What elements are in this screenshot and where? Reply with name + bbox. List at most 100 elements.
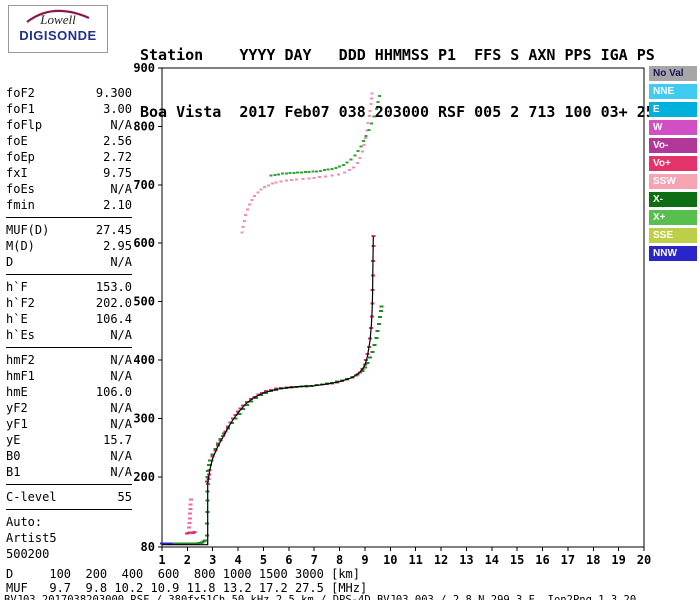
param-label: hmF2 — [6, 353, 35, 367]
logo-digisonde-text: DIGISONDE — [19, 28, 97, 43]
param-row-foep: foEp 2.72 — [6, 149, 132, 165]
ionogram-plot: 1 2 3 4 5 6 7 8 9 10 11 12 13 14 15 16 17 18 19 20900800700… — [133, 61, 651, 567]
x-tick-label: 7 — [311, 553, 318, 567]
x-tick-label: 19 — [611, 553, 625, 567]
param-label: h`Es — [6, 328, 35, 342]
param-row-500200: 500200 — [6, 546, 132, 562]
echo-legend: No Val NNE E W Vo- Vo+ SSW X- X+ SSE NNW — [649, 66, 697, 264]
series-artist-autoscaled-trace — [162, 236, 374, 546]
param-row-b0: B0 N/A — [6, 448, 132, 464]
param-value: 106.0 — [95, 385, 132, 399]
x-tick-label: 5 — [260, 553, 267, 567]
param-value: N/A — [110, 328, 132, 342]
x-tick-label: 6 — [285, 553, 292, 567]
legend-item-sse: SSE — [649, 228, 697, 243]
param-value: N/A — [110, 401, 132, 415]
param-label: 500200 — [6, 547, 50, 561]
lowell-digisonde-logo: Lowell DIGISONDE — [8, 5, 108, 53]
legend-item-ssw: SSW — [649, 174, 697, 189]
series-ssw-retardation-spread — [186, 498, 193, 529]
param-label: foEp — [6, 150, 35, 164]
param-row-d: D N/A — [6, 254, 132, 270]
x-tick-label: 17 — [561, 553, 575, 567]
param-group: C-level 55 — [6, 488, 132, 510]
param-value: N/A — [110, 369, 132, 383]
y-tick-label: 500 — [133, 295, 155, 309]
legend-item-x+: X+ — [649, 210, 697, 225]
param-label: h`F — [6, 280, 28, 294]
x-tick-label: 14 — [485, 553, 499, 567]
param-row-yf1: yF1 N/A — [6, 416, 132, 432]
muf-values-row: MUF 9.7 9.8 10.2 10.9 11.8 13.2 17.2 27.… — [6, 581, 368, 595]
muf-distance-row: D 100 200 400 600 800 1000 1500 3000 [km… — [6, 567, 361, 581]
param-label: Auto: — [6, 515, 43, 529]
param-label: h`F2 — [6, 296, 35, 310]
param-row-hf2: h`F2 202.0 — [6, 295, 132, 311]
y-tick-label: 800 — [133, 119, 155, 133]
series-x-es-echoes — [172, 539, 208, 546]
x-axis: 1 2 3 4 5 6 7 8 9 10 11 12 13 14 15 16 17 18 19 20 — [158, 547, 651, 567]
param-label: foEs — [6, 182, 35, 196]
param-label: hmE — [6, 385, 28, 399]
param-label: yF1 — [6, 417, 28, 431]
x-tick-label: 15 — [510, 553, 524, 567]
x-tick-label: 1 — [158, 553, 165, 567]
status-line: BVJ03_2017038203000.RSF / 380fx51Ch 50 k… — [4, 594, 637, 600]
param-value: N/A — [110, 118, 132, 132]
param-value: 2.72 — [103, 150, 132, 164]
param-row-fxi: fxI 9.75 — [6, 165, 132, 181]
param-label: D — [6, 255, 14, 269]
param-row-he: h`E 106.4 — [6, 311, 132, 327]
param-row-b1: B1 N/A — [6, 464, 132, 480]
param-value: 2.10 — [103, 198, 132, 212]
y-tick-label: 200 — [133, 470, 155, 484]
legend-item-e: E — [649, 102, 697, 117]
param-row-hes: h`Es N/A — [6, 327, 132, 343]
legend-item-nnw: NNW — [649, 246, 697, 261]
legend-item-x-: X- — [649, 192, 697, 207]
param-label: h`E — [6, 312, 28, 326]
x-tick-label: 11 — [408, 553, 422, 567]
x-tick-label: 3 — [209, 553, 216, 567]
param-row-auto: Auto: — [6, 514, 132, 530]
param-group: foF2 9.300 foF1 3.00 foFlp N/A foE 2.56 foEp 2.72… — [6, 84, 132, 218]
param-label: foFlp — [6, 118, 43, 132]
param-row-ye: yE 15.7 — [6, 432, 132, 448]
y-tick-label: 80 — [141, 540, 155, 554]
param-row-hmf1: hmF1 N/A — [6, 368, 132, 384]
param-group: hmF2 N/A hmF1 N/A hmE 106.0 yF2 N/A yF1 N/A yE 15.7… — [6, 351, 132, 485]
param-row-mufd: MUF(D) 27.45 — [6, 222, 132, 238]
series-nnw-es-echoes — [160, 542, 175, 546]
param-value: 202.0 — [95, 296, 132, 310]
station-header-row1: Station YYYY DAY DDD HHMMSS P1 FFS S AXN… — [140, 46, 655, 64]
x-tick-label: 20 — [637, 553, 651, 567]
logo-lowell-text: Lowell — [40, 12, 76, 27]
param-value: 106.4 — [95, 312, 132, 326]
series-o-trace — [206, 235, 376, 485]
param-value: 55 — [117, 490, 132, 504]
param-label: C-level — [6, 490, 57, 504]
station-header: Station YYYY DAY DDD HHMMSS P1 FFS S AXN… — [140, 8, 655, 160]
y-tick-label: 300 — [133, 411, 155, 425]
legend-item-noval: No Val — [649, 66, 697, 81]
param-value: 3.00 — [103, 102, 132, 116]
param-label: foF1 — [6, 102, 35, 116]
series-vo-plus-e-cusp — [184, 530, 197, 535]
x-tick-label: 16 — [535, 553, 549, 567]
param-row-clevel: C-level 55 — [6, 489, 132, 505]
param-row-foflp: foFlp N/A — [6, 117, 132, 133]
param-group: h`F 153.0 h`F2 202.0 h`E 106.4 h`Es N/A — [6, 278, 132, 348]
param-row-md: M(D) 2.95 — [6, 238, 132, 254]
plot-frame — [161, 67, 645, 548]
y-axis: 900 800 700 600 500 400 300 200 80 — [133, 61, 162, 554]
param-value: 2.95 — [103, 239, 132, 253]
x-tick-label: 2 — [184, 553, 191, 567]
legend-item-vo-: Vo- — [649, 138, 697, 153]
series-x-trace-2nd-hop — [269, 95, 382, 177]
param-label: foE — [6, 134, 28, 148]
param-label: B1 — [6, 465, 21, 479]
param-value: 9.300 — [95, 86, 132, 100]
param-value: 2.56 — [103, 134, 132, 148]
param-label: M(D) — [6, 239, 35, 253]
param-value: 9.75 — [103, 166, 132, 180]
